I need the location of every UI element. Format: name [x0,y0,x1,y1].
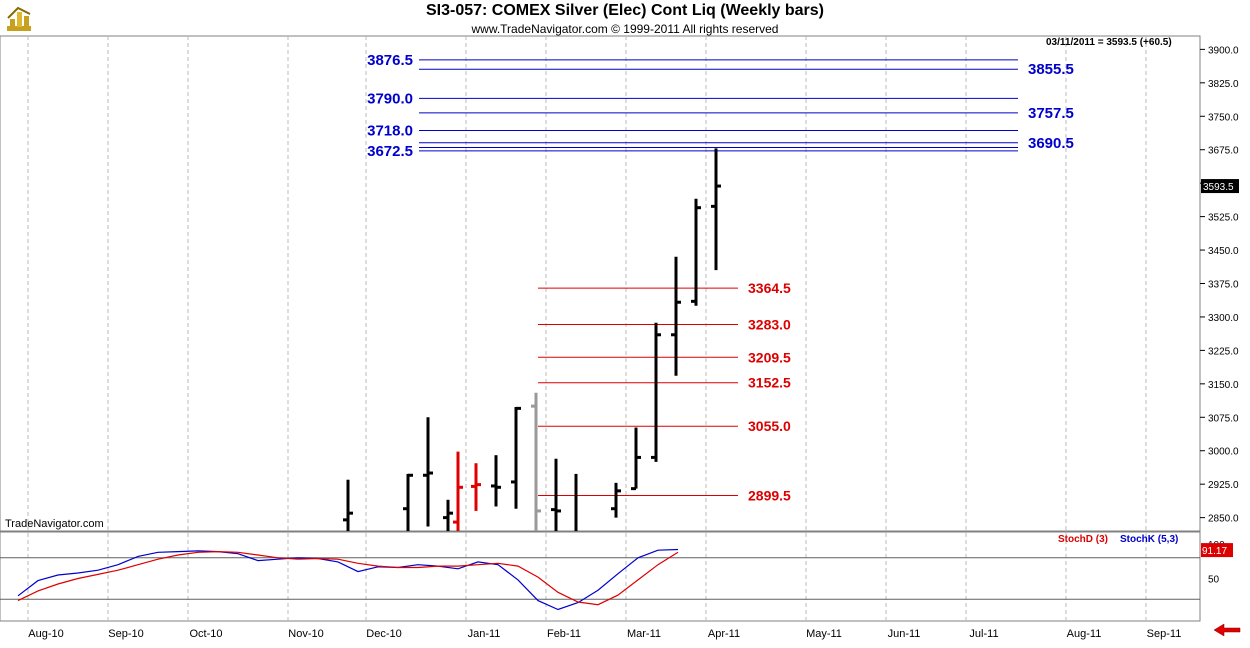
last-price-stamp: 03/11/2011 = 3593.5 (+60.5) [1046,37,1172,48]
x-tick-label: Dec-10 [366,628,401,640]
x-tick-label: Sep-10 [108,628,143,640]
stoch-last-label: 91.17 [1202,546,1227,557]
chart-title: SI3-057: COMEX Silver (Elec) Cont Liq (W… [425,2,825,19]
x-tick-label: Nov-10 [288,628,323,640]
stoch-line [17,548,679,611]
watermark-text: TradeNavigator.com [5,518,104,530]
blue-level-label: 3718.0 [367,123,413,140]
y-tick-label: 3750.0 [1208,112,1239,123]
red-level-label: 3055.0 [748,418,791,434]
blue-level-label: 3757.5 [1028,105,1074,122]
y-tick-label: 3000.0 [1208,447,1239,458]
y-tick-label: 3150.0 [1208,380,1239,391]
x-tick-label: Jun-11 [888,628,921,640]
x-tick-label: Jan-11 [468,628,501,640]
y-tick-label: 3075.0 [1208,413,1239,424]
x-tick-label: Jul-11 [969,628,998,640]
x-tick-label: Sep-11 [1147,628,1182,640]
y-tick-label: 3675.0 [1208,146,1239,157]
legend-stochd: StochD (3) [1058,534,1108,545]
y-tick-label: 2850.0 [1208,514,1239,525]
x-tick-label: Apr-11 [708,628,740,640]
blue-level-label: 3672.5 [367,143,413,160]
y-tick-label: 2925.0 [1208,480,1239,491]
chart-subtitle: www.TradeNavigator.com © 1999-2011 All r… [471,22,779,36]
x-tick-label: Aug-11 [1067,628,1102,640]
red-level-label: 3152.5 [748,375,791,391]
x-tick-label: Oct-10 [189,628,222,640]
y-tick-label: 3225.0 [1208,346,1239,357]
stoch-last-box [1201,543,1233,558]
last-value-box [1201,179,1239,194]
y-tick-label: 3300.0 [1208,313,1239,324]
y-tick-label: 3375.0 [1208,280,1239,291]
red-level-label: 3364.5 [748,280,791,296]
stoch-line [17,550,679,606]
red-level-label: 3209.5 [748,349,791,365]
y-tick-label: 3825.0 [1208,79,1239,90]
blue-level-label: 3855.5 [1028,61,1074,78]
y-tick-label: 3900.0 [1208,45,1239,56]
scroll-left-arrow-icon[interactable] [1213,623,1241,637]
blue-level-label: 3790.0 [367,90,413,107]
x-tick-label: Aug-10 [28,628,63,640]
y-tick-label: 3525.0 [1208,213,1239,224]
last-value-label: 3593.5 [1203,182,1234,193]
blue-level-label: 3876.5 [367,52,413,69]
stoch-panel [0,531,1201,622]
stoch-y-tick-label: 50 [1208,575,1220,586]
y-tick-label: 3450.0 [1208,246,1239,257]
legend-stochk: StochK (5,3) [1120,534,1178,545]
blue-level-label: 3690.5 [1028,135,1074,152]
trade-navigator-logo [7,6,31,31]
red-level-label: 3283.0 [748,317,791,333]
price-panel [0,35,1201,532]
x-tick-label: Mar-11 [627,628,661,640]
x-tick-label: Feb-11 [547,628,581,640]
red-level-label: 2899.5 [748,488,791,504]
x-tick-label: May-11 [806,628,842,640]
